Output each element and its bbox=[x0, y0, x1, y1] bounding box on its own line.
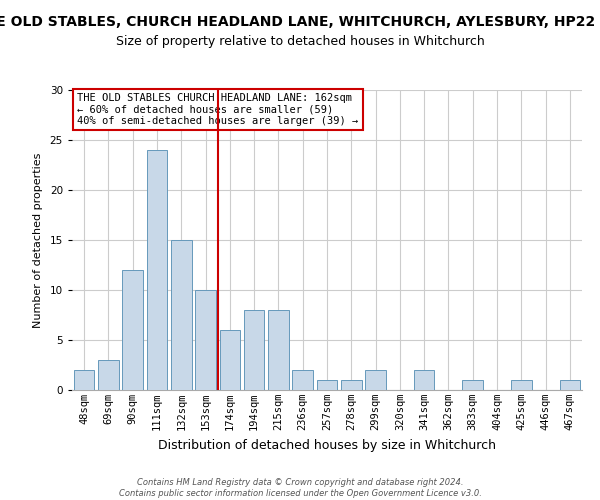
Bar bbox=[146, 150, 167, 390]
Bar bbox=[171, 240, 191, 390]
Bar bbox=[195, 290, 216, 390]
Bar bbox=[317, 380, 337, 390]
Bar bbox=[560, 380, 580, 390]
Text: Size of property relative to detached houses in Whitchurch: Size of property relative to detached ho… bbox=[116, 35, 484, 48]
X-axis label: Distribution of detached houses by size in Whitchurch: Distribution of detached houses by size … bbox=[158, 438, 496, 452]
Text: Contains HM Land Registry data © Crown copyright and database right 2024.
Contai: Contains HM Land Registry data © Crown c… bbox=[119, 478, 481, 498]
Bar bbox=[122, 270, 143, 390]
Bar bbox=[98, 360, 119, 390]
Bar bbox=[341, 380, 362, 390]
Bar bbox=[463, 380, 483, 390]
Bar bbox=[74, 370, 94, 390]
Bar bbox=[268, 310, 289, 390]
Bar bbox=[511, 380, 532, 390]
Bar bbox=[292, 370, 313, 390]
Bar bbox=[220, 330, 240, 390]
Bar bbox=[244, 310, 265, 390]
Bar bbox=[365, 370, 386, 390]
Text: THE OLD STABLES CHURCH HEADLAND LANE: 162sqm
← 60% of detached houses are smalle: THE OLD STABLES CHURCH HEADLAND LANE: 16… bbox=[77, 93, 358, 126]
Y-axis label: Number of detached properties: Number of detached properties bbox=[33, 152, 43, 328]
Bar bbox=[414, 370, 434, 390]
Text: THE OLD STABLES, CHURCH HEADLAND LANE, WHITCHURCH, AYLESBURY, HP22 4JX: THE OLD STABLES, CHURCH HEADLAND LANE, W… bbox=[0, 15, 600, 29]
